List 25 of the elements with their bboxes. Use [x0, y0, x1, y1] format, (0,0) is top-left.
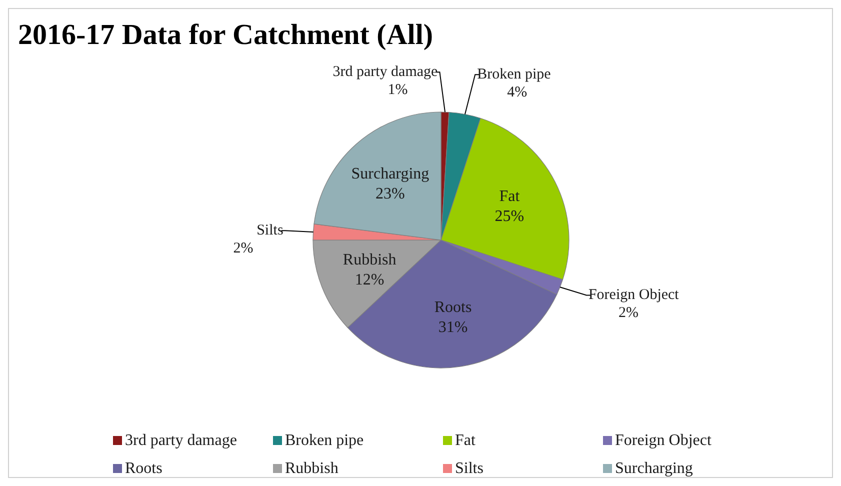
slice-label: Fat — [499, 188, 520, 206]
legend-label: Surcharging — [615, 460, 693, 477]
data-label: 31% — [438, 318, 468, 336]
legend-label: 3rd party damage — [125, 432, 237, 449]
legend-label: Silts — [455, 460, 484, 477]
data-label: 1% — [388, 82, 408, 98]
legend-label: Foreign Object — [615, 432, 712, 449]
data-label: 12% — [354, 271, 384, 288]
chart-title: 2016-17 Data for Catchment (All) — [18, 19, 434, 51]
slice-label: 3rd party damage — [332, 64, 438, 80]
data-label: 25% — [494, 208, 524, 226]
slice-label: Roots — [434, 298, 472, 316]
legend-label: Roots — [125, 460, 162, 477]
data-label: 23% — [376, 185, 405, 202]
slice-label: Silts — [256, 222, 284, 239]
data-label: 4% — [507, 84, 528, 101]
slice-label: Rubbish — [342, 251, 396, 268]
data-label: 2% — [233, 240, 254, 257]
slice-label: Surcharging — [351, 165, 430, 182]
legend-label: Broken pipe — [285, 432, 364, 449]
legend-label: Fat — [455, 432, 476, 449]
legend-label: Rubbish — [285, 460, 338, 477]
slice-label: Foreign Object — [588, 287, 680, 304]
slice-label: Broken pipe — [477, 66, 552, 83]
data-label: 2% — [618, 305, 638, 322]
